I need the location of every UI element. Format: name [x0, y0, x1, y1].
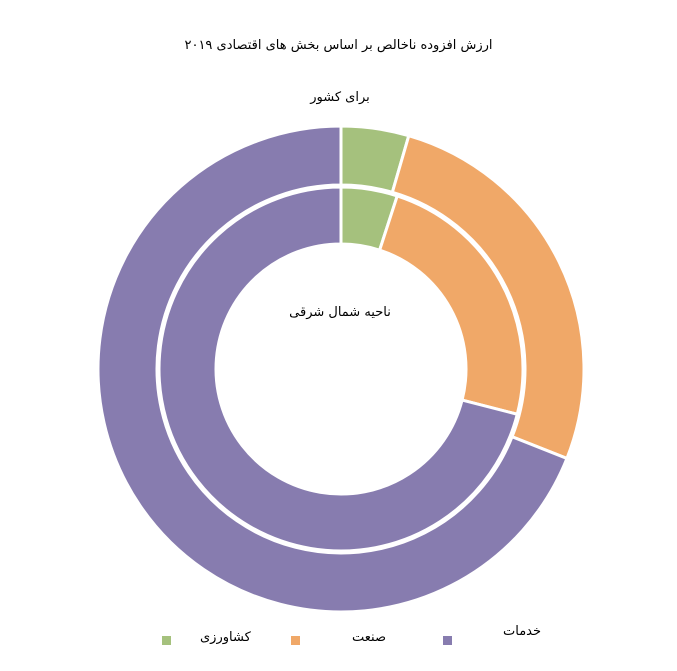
legend-label-industry: صنعت [352, 630, 386, 645]
outer-ring-label: برای کشور [310, 90, 370, 105]
legend-label-agriculture: کشاورزی [200, 630, 251, 645]
legend-swatch-services [443, 636, 452, 645]
inner-ring [157, 185, 525, 553]
inner-slice-services [157, 185, 520, 553]
outer-slice-services [96, 124, 569, 614]
legend-swatch-industry [291, 636, 300, 645]
outer-ring [96, 124, 586, 614]
inner-ring-label: ناحیه شمال شرقی [289, 305, 391, 320]
legend-swatch-agriculture [162, 636, 171, 645]
legend-label-services: خدمات [503, 624, 542, 639]
chart-title: ارزش افزوده ناخالص بر اساس بخش های اقتصا… [184, 38, 493, 53]
